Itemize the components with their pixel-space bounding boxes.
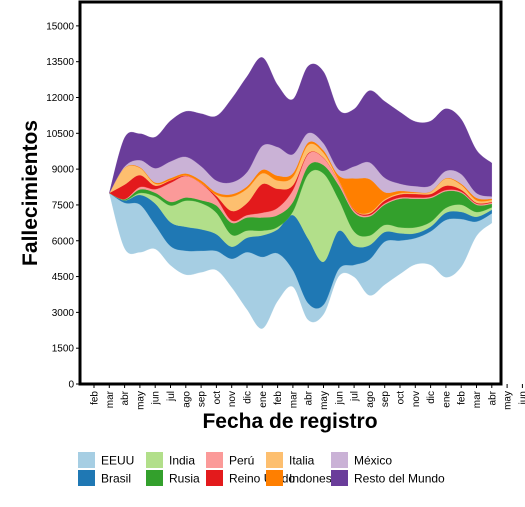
x-tick-label: jun [518, 391, 525, 405]
y-tick-label: 15000 [46, 21, 74, 32]
legend-swatch-reino-unido [206, 470, 223, 486]
y-tick-label: 6000 [52, 236, 75, 247]
legend-label-rusia: Rusia [169, 472, 200, 486]
x-tick-label: mar [472, 390, 483, 408]
stream-layers [109, 57, 492, 328]
legend-label-reino-unido: Reino Unido [229, 472, 295, 486]
x-tick-label: sep [380, 391, 391, 408]
x-tick-label: nov [227, 391, 238, 407]
legend-label-resto-del-mundo: Resto del Mundo [354, 472, 445, 486]
y-tick-label: 3000 [52, 308, 75, 319]
y-tick-label: 4500 [52, 272, 75, 283]
legend-swatch-india [146, 452, 163, 468]
legend-label-peru: Perú [229, 454, 254, 468]
legend-label-brasil: Brasil [101, 472, 131, 486]
legend-swatch-mexico [331, 452, 348, 468]
y-tick-label: 7500 [52, 200, 75, 211]
legend-label-india: India [169, 454, 195, 468]
x-tick-label: may [135, 391, 146, 410]
x-tick-label: feb [457, 391, 468, 405]
legend-swatch-brasil [78, 470, 95, 486]
x-tick-label: mar [105, 390, 116, 408]
x-tick-label: feb [90, 391, 101, 405]
y-tick-label: 12000 [46, 93, 74, 104]
x-tick-label: jul [350, 391, 361, 402]
x-tick-label: jun [151, 391, 162, 405]
y-axis-title: Fallecimientos [19, 120, 42, 266]
x-tick-label: jun [334, 391, 345, 405]
x-axis-title: Fecha de registro [202, 410, 377, 433]
y-tick-label: 9000 [52, 165, 75, 176]
x-tick-label: abr [304, 390, 315, 405]
y-axis: 0 1500 3000 4500 6000 7500 9000 10500 12000 13500… [46, 21, 80, 390]
legend-label-mexico: México [354, 454, 392, 468]
x-tick-label: oct [396, 391, 407, 405]
x-tick-label: ene [258, 391, 269, 408]
x-tick-label: ago [365, 391, 376, 408]
x-tick-label: jul [166, 391, 177, 402]
legend-swatch-eeuu [78, 452, 95, 468]
x-tick-label: nov [411, 391, 422, 407]
legend: EEUU Brasil India Rusia Perú Reino Unido Itali… [78, 452, 445, 486]
x-tick-label: sep [197, 391, 208, 408]
x-tick-label: oct [212, 391, 223, 405]
x-tick-label: ago [181, 391, 192, 408]
x-tick-label: abr [120, 390, 131, 405]
x-tick-label: feb [273, 391, 284, 405]
legend-swatch-peru [206, 452, 223, 468]
y-tick-label: 13500 [46, 57, 74, 68]
x-tick-label: dic [426, 391, 437, 404]
y-tick-label: 1500 [52, 344, 75, 355]
x-tick-label: mar [288, 390, 299, 408]
legend-swatch-italia [266, 452, 283, 468]
x-tick-label: may [319, 391, 330, 410]
x-tick-label: abr [487, 390, 498, 405]
legend-swatch-resto-del-mundo [331, 470, 348, 486]
x-tick-label: dic [243, 391, 254, 404]
legend-swatch-rusia [146, 470, 163, 486]
y-tick-label: 0 [68, 380, 74, 391]
x-tick-label: ene [441, 391, 452, 408]
y-tick-label: 10500 [46, 129, 74, 140]
x-tick-label: may [503, 391, 514, 410]
legend-label-italia: Italia [289, 454, 315, 468]
legend-swatch-indonesia [266, 470, 283, 486]
legend-label-eeuu: EEUU [101, 454, 134, 468]
